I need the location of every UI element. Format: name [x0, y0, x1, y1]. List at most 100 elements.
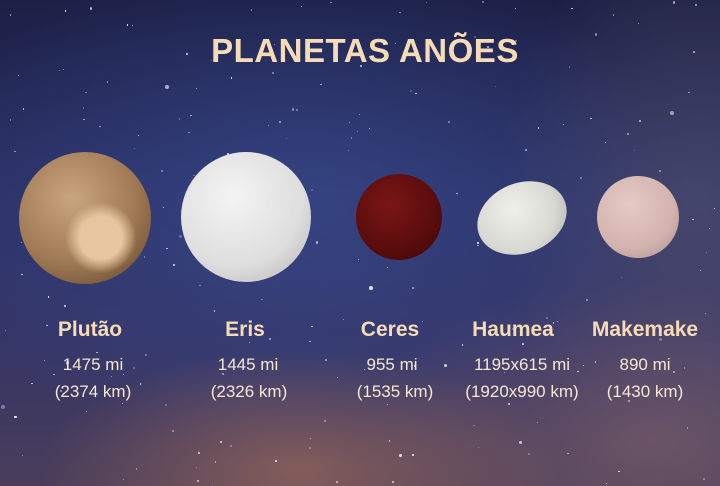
star	[525, 149, 527, 151]
star	[583, 364, 585, 366]
star	[567, 452, 569, 455]
star	[171, 429, 174, 432]
star	[695, 3, 698, 6]
star	[135, 468, 138, 470]
star	[248, 342, 250, 344]
star	[392, 481, 395, 484]
star	[196, 87, 198, 89]
star	[368, 285, 373, 290]
star	[160, 170, 163, 173]
star	[363, 368, 365, 370]
star	[414, 365, 416, 368]
star	[290, 52, 292, 55]
star	[186, 53, 189, 55]
star	[131, 25, 133, 27]
page-title: PLANETAS ANÕES	[211, 32, 519, 69]
star	[132, 366, 135, 369]
star	[219, 441, 222, 443]
star	[519, 441, 523, 445]
star	[21, 273, 23, 276]
star	[706, 251, 708, 253]
planet-diameter-km: (2326 km)	[210, 382, 288, 401]
planet-diameter-mi: 1445 mi	[217, 355, 279, 374]
star	[639, 120, 641, 122]
star	[60, 390, 63, 393]
star	[618, 470, 620, 473]
star	[215, 461, 217, 463]
star	[121, 402, 123, 404]
star	[83, 118, 85, 121]
star	[195, 466, 197, 469]
planet-diameter-km: (1430 km)	[606, 382, 684, 401]
star	[162, 206, 164, 209]
star	[198, 284, 201, 287]
star	[703, 478, 706, 480]
star	[198, 452, 201, 454]
star	[64, 10, 67, 12]
star	[210, 60, 213, 62]
star	[515, 40, 517, 42]
star	[709, 227, 711, 229]
star	[669, 111, 674, 115]
star	[477, 244, 479, 246]
star	[357, 131, 359, 133]
planet-diameter-km: (1920x990 km)	[465, 382, 579, 401]
star	[476, 242, 479, 245]
star	[620, 276, 623, 279]
star	[14, 415, 18, 419]
star	[579, 177, 582, 180]
star	[31, 382, 33, 385]
star	[493, 358, 496, 360]
planet-eris	[181, 152, 311, 282]
star	[394, 43, 397, 45]
star	[537, 126, 540, 129]
star	[415, 93, 417, 95]
star	[178, 234, 182, 238]
star	[230, 445, 232, 447]
planet-diameter-mi: 1195x615 mi	[473, 355, 571, 374]
star	[546, 317, 548, 319]
star	[192, 174, 195, 177]
star	[65, 360, 70, 365]
star	[478, 446, 480, 448]
star	[231, 77, 233, 79]
star	[273, 43, 276, 46]
star	[164, 85, 169, 90]
planet-diameter-mi: 1475 mi	[62, 355, 124, 374]
star	[462, 344, 464, 346]
star	[64, 305, 67, 308]
star	[386, 403, 388, 405]
star	[628, 400, 631, 403]
planet-name: Makemake	[591, 318, 699, 341]
star	[126, 24, 129, 26]
star	[443, 363, 448, 367]
star	[412, 286, 415, 289]
star	[10, 14, 12, 16]
star	[165, 403, 168, 406]
star	[692, 218, 694, 221]
star	[704, 312, 707, 314]
star	[672, 370, 675, 374]
star	[82, 107, 85, 109]
star	[43, 360, 45, 362]
planet-diameter-km: (1535 km)	[356, 382, 434, 401]
star	[315, 240, 319, 244]
star	[267, 124, 270, 126]
star	[487, 46, 489, 48]
star	[275, 459, 278, 462]
star	[323, 419, 326, 422]
planet-name: Plutão	[57, 318, 123, 341]
star	[658, 337, 663, 342]
star	[279, 121, 281, 123]
planet-diameter-km: (2374 km)	[54, 382, 132, 401]
star	[99, 125, 101, 128]
star	[9, 119, 12, 121]
planet-makemake	[597, 176, 679, 258]
star	[85, 92, 87, 94]
star	[21, 455, 23, 457]
star	[360, 64, 363, 67]
star	[481, 1, 484, 4]
star	[398, 453, 402, 457]
star	[692, 50, 695, 53]
star	[222, 372, 225, 375]
